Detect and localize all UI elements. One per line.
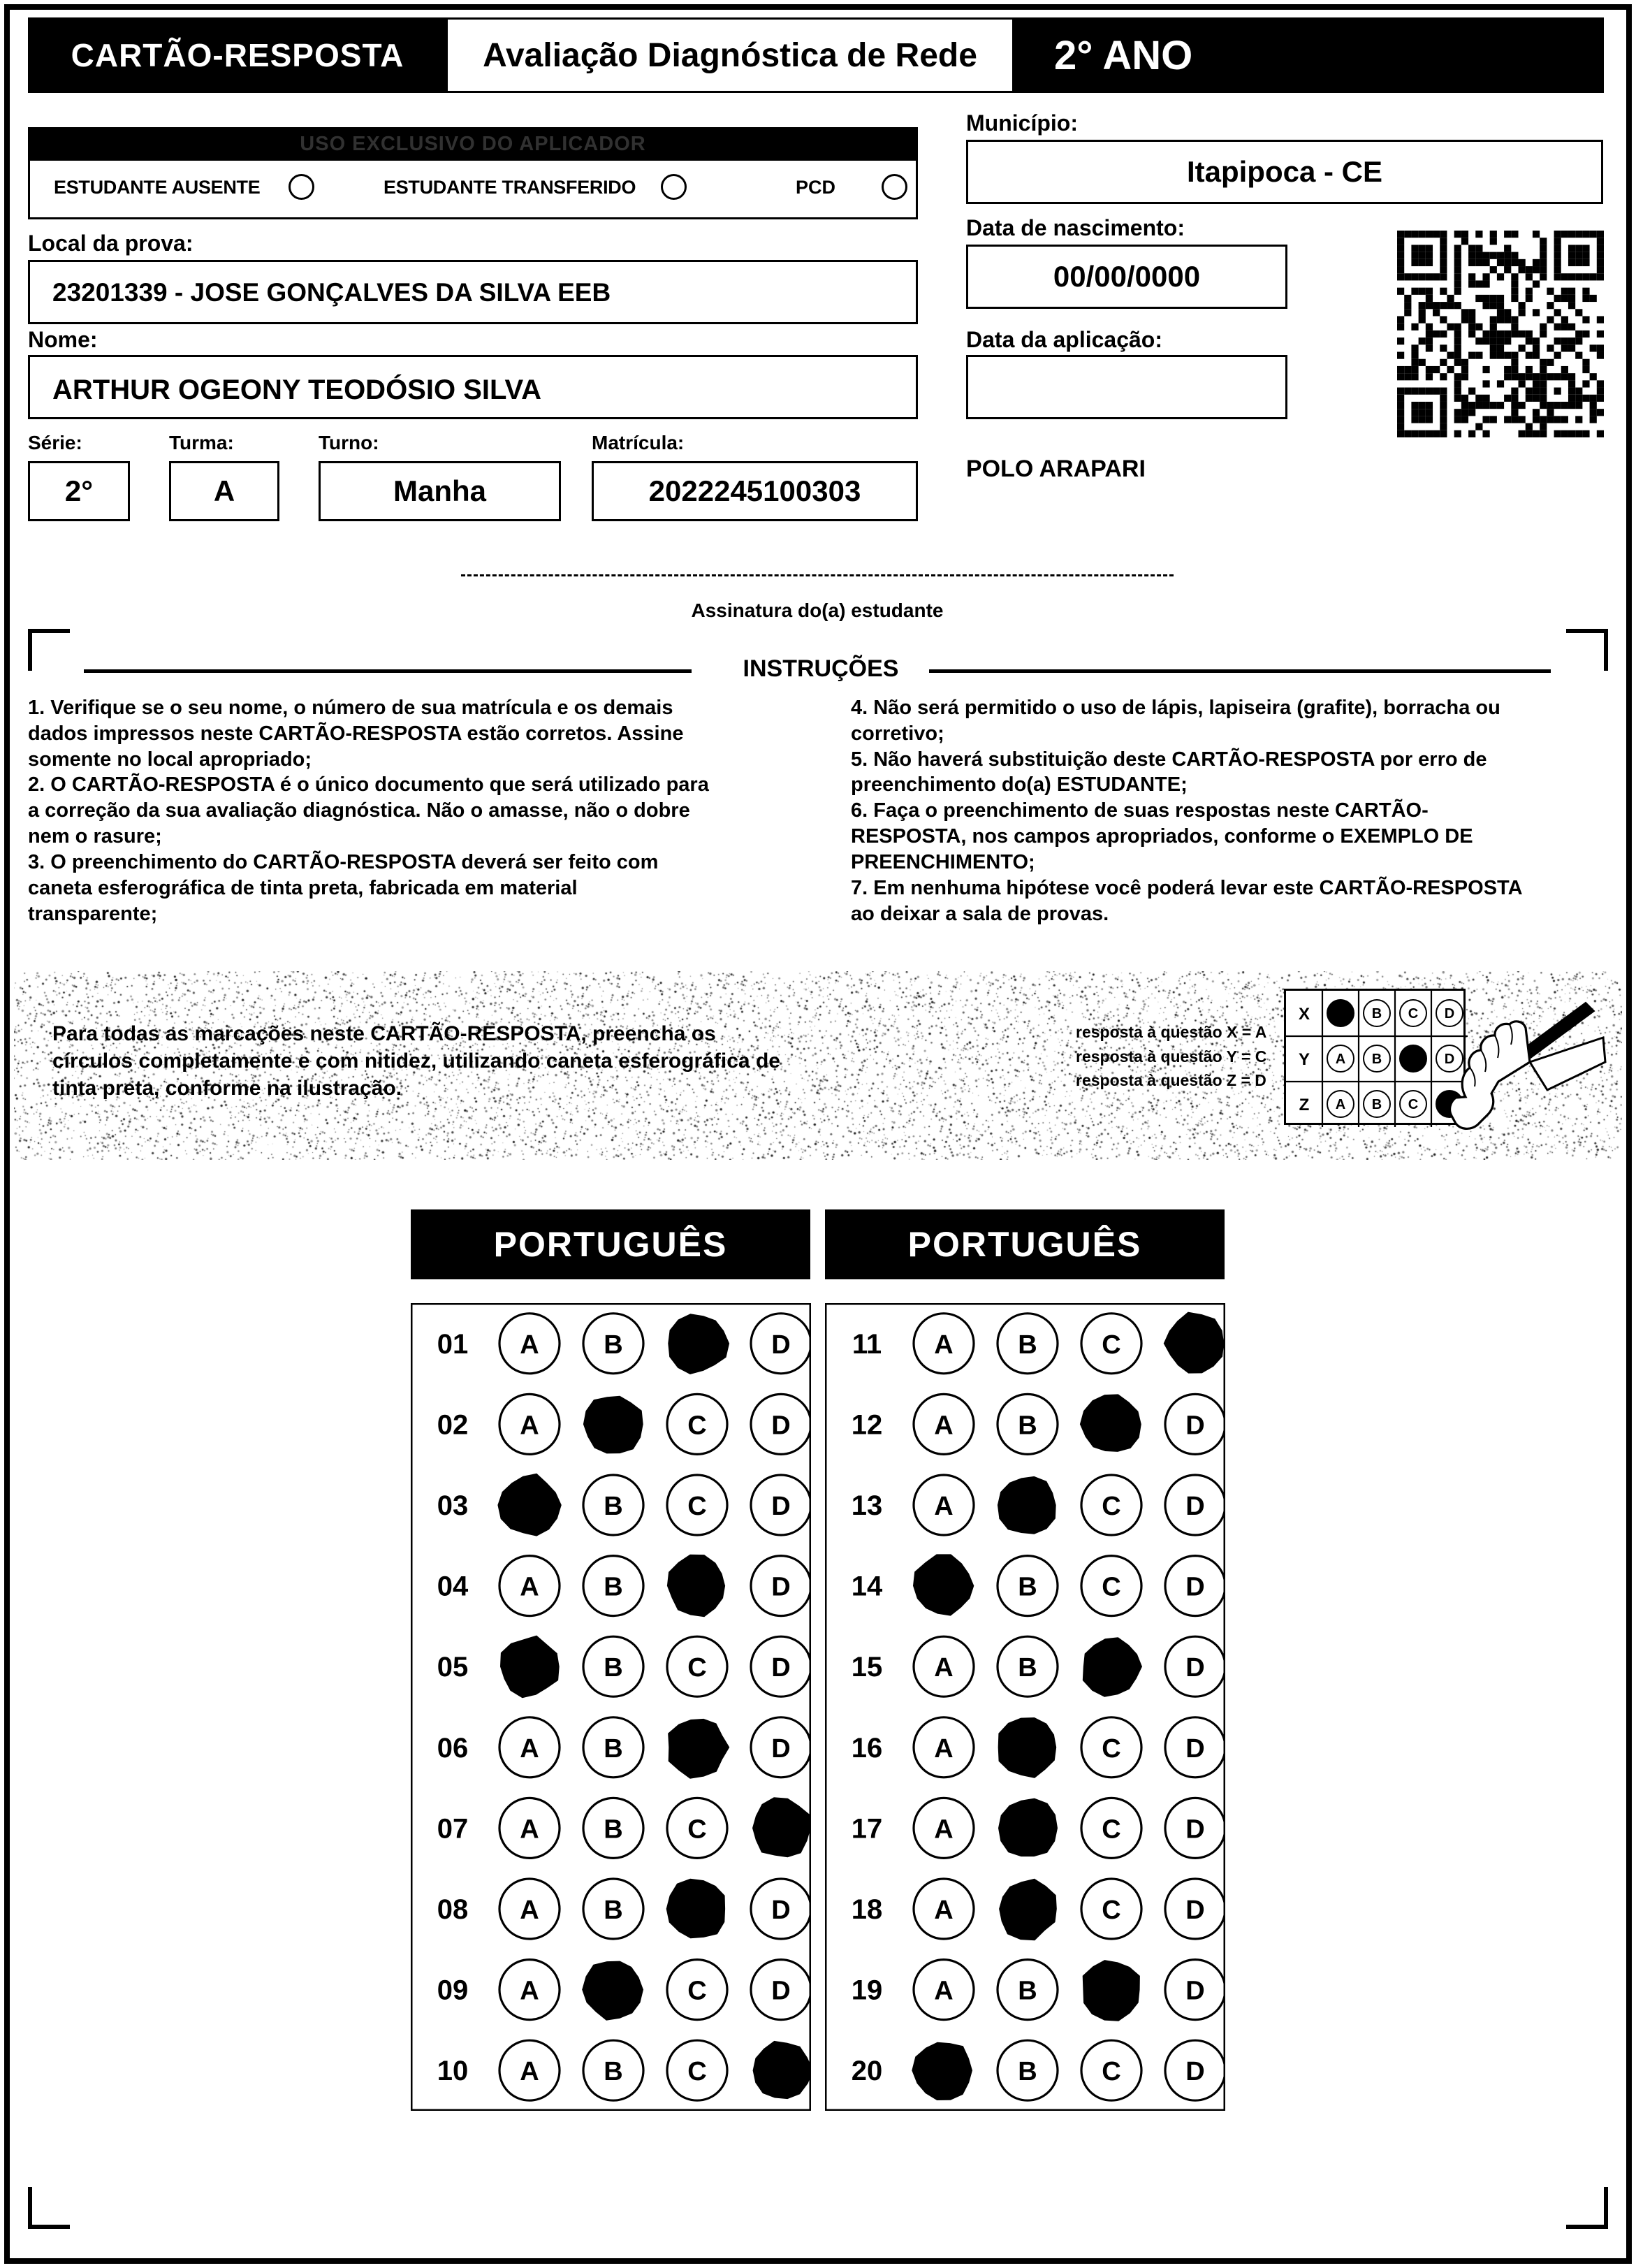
svg-text:19: 19: [852, 1975, 883, 2006]
svg-text:D: D: [771, 1977, 790, 2006]
svg-text:02: 02: [437, 1409, 469, 1440]
svg-text:D: D: [1185, 1573, 1204, 1602]
svg-text:D: D: [1185, 1815, 1204, 1844]
svg-text:C: C: [1102, 2057, 1120, 2086]
svg-text:D: D: [1185, 2057, 1204, 2086]
svg-text:C: C: [687, 2057, 706, 2086]
svg-text:A: A: [520, 1734, 539, 1764]
svg-text:A: A: [934, 1815, 953, 1844]
svg-text:B: B: [1018, 1330, 1037, 1360]
svg-text:B: B: [1018, 1573, 1037, 1602]
svg-text:A: A: [1336, 1052, 1345, 1067]
svg-text:17: 17: [852, 1813, 883, 1844]
svg-text:B: B: [604, 1573, 622, 1602]
svg-text:16: 16: [852, 1733, 883, 1764]
svg-text:A: A: [1336, 1097, 1345, 1112]
svg-text:04: 04: [437, 1571, 469, 1602]
svg-text:11: 11: [852, 1329, 882, 1360]
svg-text:D: D: [1185, 1977, 1204, 2006]
svg-text:B: B: [1372, 1006, 1382, 1022]
svg-text:18: 18: [852, 1894, 883, 1925]
svg-text:C: C: [687, 1815, 706, 1844]
svg-text:D: D: [1185, 1411, 1204, 1440]
svg-text:D: D: [771, 1734, 790, 1764]
svg-text:A: A: [520, 1896, 539, 1925]
svg-text:B: B: [1018, 2057, 1037, 2086]
svg-text:13: 13: [852, 1490, 883, 1521]
svg-text:D: D: [1185, 1734, 1204, 1764]
svg-text:C: C: [1408, 1006, 1418, 1022]
svg-text:D: D: [771, 1492, 790, 1521]
svg-text:C: C: [1102, 1330, 1120, 1360]
svg-text:C: C: [1102, 1492, 1120, 1521]
svg-text:01: 01: [437, 1329, 469, 1360]
svg-text:A: A: [934, 1896, 953, 1925]
svg-text:D: D: [771, 1653, 790, 1682]
svg-text:12: 12: [852, 1409, 883, 1440]
svg-text:C: C: [1102, 1573, 1120, 1602]
svg-text:10: 10: [437, 2056, 469, 2086]
svg-text:A: A: [934, 1734, 953, 1764]
svg-text:B: B: [1372, 1097, 1382, 1112]
svg-text:C: C: [1102, 1734, 1120, 1764]
svg-text:05: 05: [437, 1652, 469, 1682]
svg-text:C: C: [687, 1653, 706, 1682]
svg-text:C: C: [1102, 1896, 1120, 1925]
svg-text:C: C: [1408, 1097, 1418, 1112]
svg-text:20: 20: [852, 2056, 883, 2086]
svg-text:03: 03: [437, 1490, 469, 1521]
svg-text:A: A: [934, 1411, 953, 1440]
svg-text:C: C: [687, 1492, 706, 1521]
svg-text:A: A: [520, 1411, 539, 1440]
svg-text:D: D: [771, 1411, 790, 1440]
svg-text:C: C: [1102, 1815, 1120, 1844]
svg-text:A: A: [934, 1653, 953, 1682]
svg-text:B: B: [604, 2057, 622, 2086]
svg-text:B: B: [604, 1815, 622, 1844]
svg-text:B: B: [604, 1492, 622, 1521]
svg-text:D: D: [1185, 1492, 1204, 1521]
svg-text:B: B: [1018, 1411, 1037, 1440]
svg-text:A: A: [520, 2057, 539, 2086]
svg-text:D: D: [771, 1573, 790, 1602]
svg-text:14: 14: [852, 1571, 883, 1602]
svg-text:D: D: [771, 1330, 790, 1360]
svg-text:X: X: [1299, 1005, 1310, 1024]
svg-text:07: 07: [437, 1813, 469, 1844]
svg-text:A: A: [520, 1977, 539, 2006]
svg-text:B: B: [604, 1330, 622, 1360]
svg-text:08: 08: [437, 1894, 469, 1925]
svg-text:D: D: [771, 1896, 790, 1925]
svg-text:B: B: [1018, 1977, 1037, 2006]
svg-text:06: 06: [437, 1733, 469, 1764]
svg-text:15: 15: [852, 1652, 883, 1682]
svg-text:B: B: [604, 1653, 622, 1682]
svg-text:B: B: [1018, 1653, 1037, 1682]
svg-text:A: A: [520, 1815, 539, 1844]
svg-text:Y: Y: [1299, 1050, 1310, 1069]
svg-text:A: A: [934, 1330, 953, 1360]
svg-text:B: B: [1372, 1052, 1382, 1067]
svg-text:C: C: [687, 1411, 706, 1440]
svg-text:A: A: [520, 1573, 539, 1602]
svg-text:09: 09: [437, 1975, 469, 2006]
svg-text:B: B: [604, 1896, 622, 1925]
svg-text:A: A: [934, 1492, 953, 1521]
svg-text:D: D: [1185, 1896, 1204, 1925]
svg-text:D: D: [1185, 1653, 1204, 1682]
svg-text:C: C: [687, 1977, 706, 2006]
svg-text:Z: Z: [1299, 1096, 1310, 1114]
svg-text:A: A: [934, 1977, 953, 2006]
svg-text:A: A: [520, 1330, 539, 1360]
svg-text:B: B: [604, 1734, 622, 1764]
